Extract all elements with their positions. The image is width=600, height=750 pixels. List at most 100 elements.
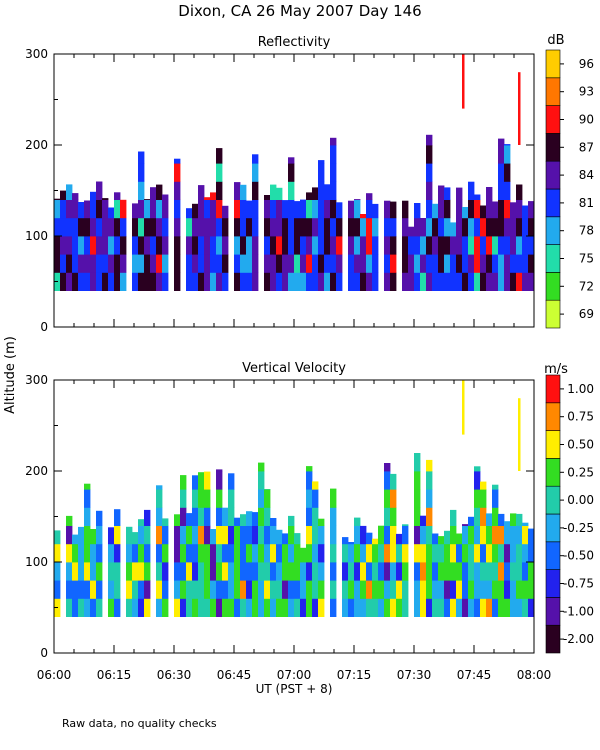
colorbar-unit-reflectivity: dB [547, 33, 564, 48]
echo-cell [120, 254, 127, 273]
echo-cell [270, 217, 277, 237]
echo-cell [306, 507, 313, 526]
echo-cell [144, 199, 151, 219]
echo-cell [138, 525, 145, 545]
echo-cell [426, 236, 433, 255]
echo-cell [210, 192, 217, 200]
echo-cell [372, 217, 379, 237]
echo-cell [294, 236, 301, 255]
echo-cell [252, 154, 259, 164]
echo-cell [504, 598, 511, 617]
echo-cell [498, 580, 505, 599]
colorbar-label: 69 [579, 307, 594, 321]
echo-cell [186, 272, 193, 291]
echo-cell [516, 513, 523, 526]
echo-cell [486, 254, 493, 273]
echo-cell [480, 272, 487, 291]
echo-cell [162, 199, 169, 219]
echo-cell [174, 562, 181, 581]
colorbar-label: 93 [579, 85, 594, 99]
echo-cell [492, 489, 499, 508]
echo-cell [198, 185, 205, 200]
colorbar-label: -0.25 [563, 521, 594, 535]
echo-cell [342, 562, 349, 581]
echo-cell [420, 543, 427, 563]
echo-cell [414, 507, 421, 526]
echo-cell [300, 254, 307, 273]
echo-cell [84, 525, 91, 545]
echo-cell [252, 272, 259, 291]
echo-cell [528, 272, 535, 291]
echo-cell [366, 193, 373, 200]
echo-cell [66, 217, 73, 237]
echo-cell [126, 562, 133, 581]
echo-cell [414, 203, 421, 219]
echo-cell [138, 580, 145, 599]
colorbar-label: 0.25 [567, 465, 594, 479]
echo-cell [498, 272, 505, 291]
echo-cell [66, 562, 73, 581]
echo-cell [144, 543, 151, 563]
echo-cell [300, 236, 307, 255]
echo-cell [210, 272, 217, 291]
echo-cell [492, 201, 499, 219]
echo-cell [156, 562, 163, 581]
echo-cell [288, 598, 295, 617]
echo-cell [132, 236, 139, 255]
echo-cell [114, 199, 121, 219]
echo-cell [216, 181, 223, 200]
echo-cell [486, 272, 493, 291]
echo-cell [516, 184, 523, 200]
echo-cell [150, 199, 157, 219]
colorbar-swatch [545, 105, 561, 134]
echo-cell [312, 507, 319, 526]
echo-cell [426, 254, 433, 273]
echo-cell [474, 272, 481, 291]
echo-cell [90, 191, 97, 200]
echo-cell [336, 202, 343, 219]
echo-cell [444, 598, 451, 617]
echo-cell [198, 272, 205, 291]
echo-cell [216, 272, 223, 291]
echo-cell [426, 598, 433, 617]
time-tick-label: 06:00 [37, 668, 72, 682]
echo-cell [414, 471, 421, 490]
echo-cell [114, 272, 121, 291]
echo-cell [180, 507, 187, 526]
echo-cell [390, 254, 397, 273]
echo-cell [432, 562, 439, 581]
echo-cell [264, 525, 271, 545]
echo-cell [66, 184, 73, 200]
colorbar-swatch [545, 430, 561, 459]
echo-cell [474, 562, 481, 581]
echo-cell [432, 543, 439, 563]
echo-cell [138, 163, 145, 182]
echo-cell [408, 272, 415, 291]
echo-cell [372, 538, 379, 545]
echo-cell [246, 254, 253, 273]
echo-cell [84, 507, 91, 526]
echo-cell [492, 217, 499, 237]
echo-cell [192, 580, 199, 599]
echo-cell [528, 598, 535, 617]
echo-cell [402, 254, 409, 273]
echo-cell [456, 217, 463, 237]
echo-cell [78, 236, 85, 255]
echo-cell [258, 471, 265, 490]
echo-cell [204, 507, 211, 526]
echo-cell [456, 199, 463, 219]
echo-cell [240, 514, 247, 526]
echo-cell [462, 236, 469, 255]
echo-cell [264, 598, 271, 617]
echo-cell [486, 598, 493, 617]
echo-cell [96, 272, 103, 291]
echo-cell [288, 181, 295, 200]
echo-cell [216, 469, 223, 472]
echo-cell [240, 580, 247, 599]
echo-cell [120, 217, 127, 237]
echo-cell [252, 525, 259, 545]
colorbar-label: 96 [579, 57, 594, 71]
y-tick-label: 200 [25, 464, 48, 478]
echo-cell [108, 598, 115, 617]
